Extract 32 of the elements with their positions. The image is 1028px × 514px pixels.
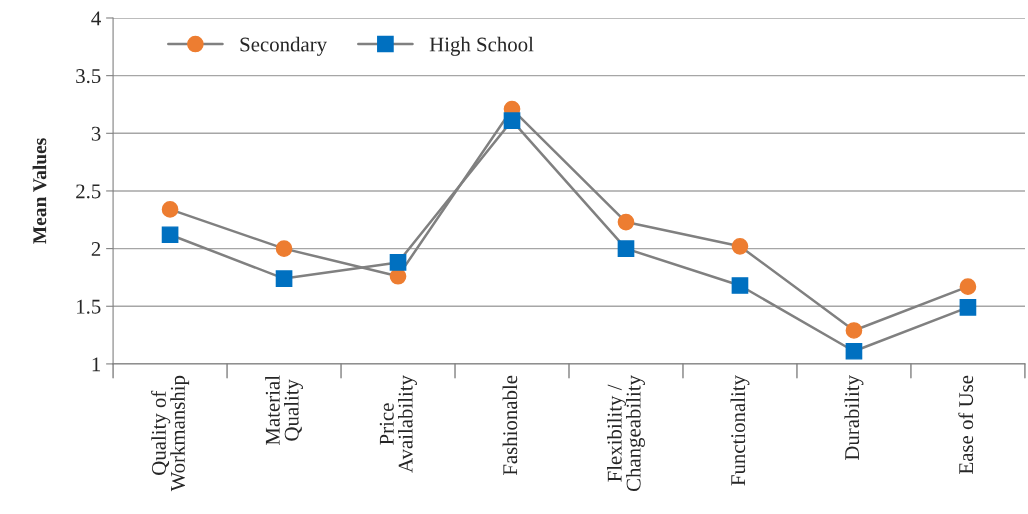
x-tick-label: Fashionable [502,375,518,476]
y-tick-label: 4 [91,11,101,26]
point [389,254,407,271]
point [959,299,977,316]
point [275,240,293,257]
y-tick-label: 1 [92,357,101,372]
legend-label: High School [429,36,534,56]
y-axis-title: Mean Values [32,138,47,244]
point [617,240,635,257]
point [731,237,749,255]
x-tick-label: Ease of Use [958,375,974,474]
point [161,226,179,244]
point [503,112,521,129]
x-tick-label: Functionality [730,375,750,486]
point [275,270,293,287]
x-tick-label: Durability [844,375,864,461]
y-tick-label: 1.5 [77,299,101,314]
x-tick-label: Quality of Workmanship [151,375,190,492]
point [161,201,179,218]
y-tick-label: 3.5 [76,69,101,84]
y-tick-label: 2.5 [76,184,101,199]
point [731,277,749,294]
point [845,342,863,360]
y-tick-label: 3 [91,126,101,141]
legend-label: Secondary [240,36,327,56]
point [845,322,863,339]
x-tick-label: Price Availability [379,375,417,473]
y-tick-label: 2 [91,242,101,256]
point [617,213,635,231]
x-tick-label: Flexibility / Changeability [607,375,645,492]
x-tick-label: Material Quality [265,375,303,445]
point [959,278,977,295]
